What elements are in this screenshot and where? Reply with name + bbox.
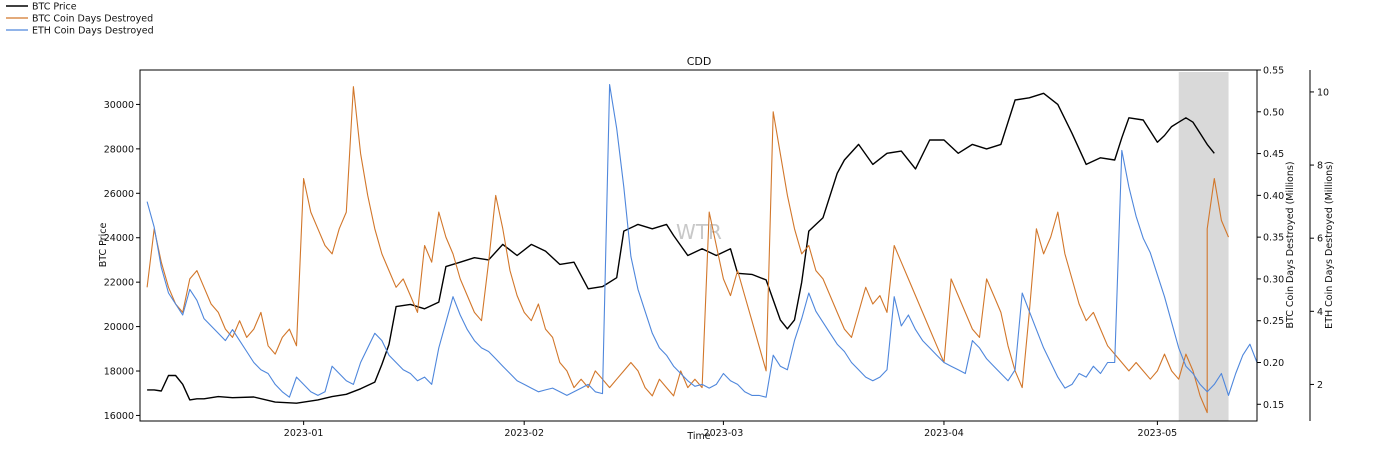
y-right2-tick-label: 6 [1317, 234, 1323, 245]
y-left-tick-label: 16000 [104, 411, 134, 422]
plot-frame [139, 69, 1258, 422]
x-axis: 2023-01 2023-02 2023-03 2023-04 2023-05 [284, 421, 1177, 439]
y-axis-title-btc-cdd: BTC Coin Days Destroyed (Millions) [1285, 161, 1296, 328]
y-right2-tick-label: 8 [1317, 161, 1323, 172]
highlight-band [1178, 72, 1229, 421]
y-right2-tick-label: 10 [1317, 87, 1329, 98]
y-left-tick-label: 26000 [104, 189, 134, 200]
y-right1-tick-label: 0.20 [1263, 358, 1284, 369]
y-left-tick-label: 22000 [104, 278, 134, 289]
y-axis-eth-cdd: 2 4 6 8 10 [1309, 70, 1329, 421]
watermark: WTR [676, 220, 722, 244]
series-line-btc-coin-days-destroyed [146, 86, 1230, 414]
x-tick-label: 2023-01 [284, 428, 324, 439]
y-axis-title-btc-price: BTC Price [98, 223, 109, 268]
y-right1-tick-label: 0.35 [1263, 233, 1284, 244]
y-left-tick-label: 30000 [104, 100, 134, 111]
y-axis-btc-cdd: 0.15 0.20 0.25 0.30 0.35 0.40 0.45 0.50 0.55 [1257, 66, 1284, 411]
x-tick-label: 2023-03 [704, 428, 744, 439]
chart-title: CDD [687, 55, 712, 68]
y-right2-tick-label: 2 [1317, 380, 1323, 391]
legend-label-btc-price: BTC Price [32, 2, 77, 13]
series-line-btc-price [147, 92, 1215, 404]
y-right2-tick-label: 4 [1317, 307, 1323, 318]
x-tick-label: 2023-04 [924, 428, 964, 439]
y-right1-tick-label: 0.25 [1263, 316, 1284, 327]
y-right1-tick-label: 0.45 [1263, 149, 1284, 160]
y-axis-title-eth-cdd: ETH Coin Days Destroyed (Millions) [1324, 161, 1335, 329]
y-left-tick-label: 18000 [104, 367, 134, 378]
y-right1-tick-label: 0.40 [1263, 191, 1284, 202]
series-layer [146, 84, 1258, 414]
x-axis-title: Time [686, 431, 710, 442]
legend-label-eth-coin-days-destroyed: ETH Coin Days Destroyed [32, 26, 154, 37]
y-left-tick-label: 20000 [104, 322, 134, 333]
y-right1-tick-label: 0.50 [1263, 107, 1284, 118]
series-line-eth-coin-days-destroyed [146, 84, 1258, 398]
y-axis-btc-price: 16000 18000 20000 22000 24000 26000 28000 30000 [104, 100, 140, 422]
y-right1-tick-label: 0.55 [1263, 66, 1284, 77]
legend-label-btc-coin-days-destroyed: BTC Coin Days Destroyed [32, 14, 153, 25]
y-right1-tick-label: 0.15 [1263, 400, 1284, 411]
x-tick-label: 2023-05 [1138, 428, 1178, 439]
y-left-tick-label: 28000 [104, 144, 134, 155]
y-right1-tick-label: 0.30 [1263, 274, 1284, 285]
x-tick-label: 2023-02 [504, 428, 544, 439]
y-left-tick-label: 24000 [104, 233, 134, 244]
